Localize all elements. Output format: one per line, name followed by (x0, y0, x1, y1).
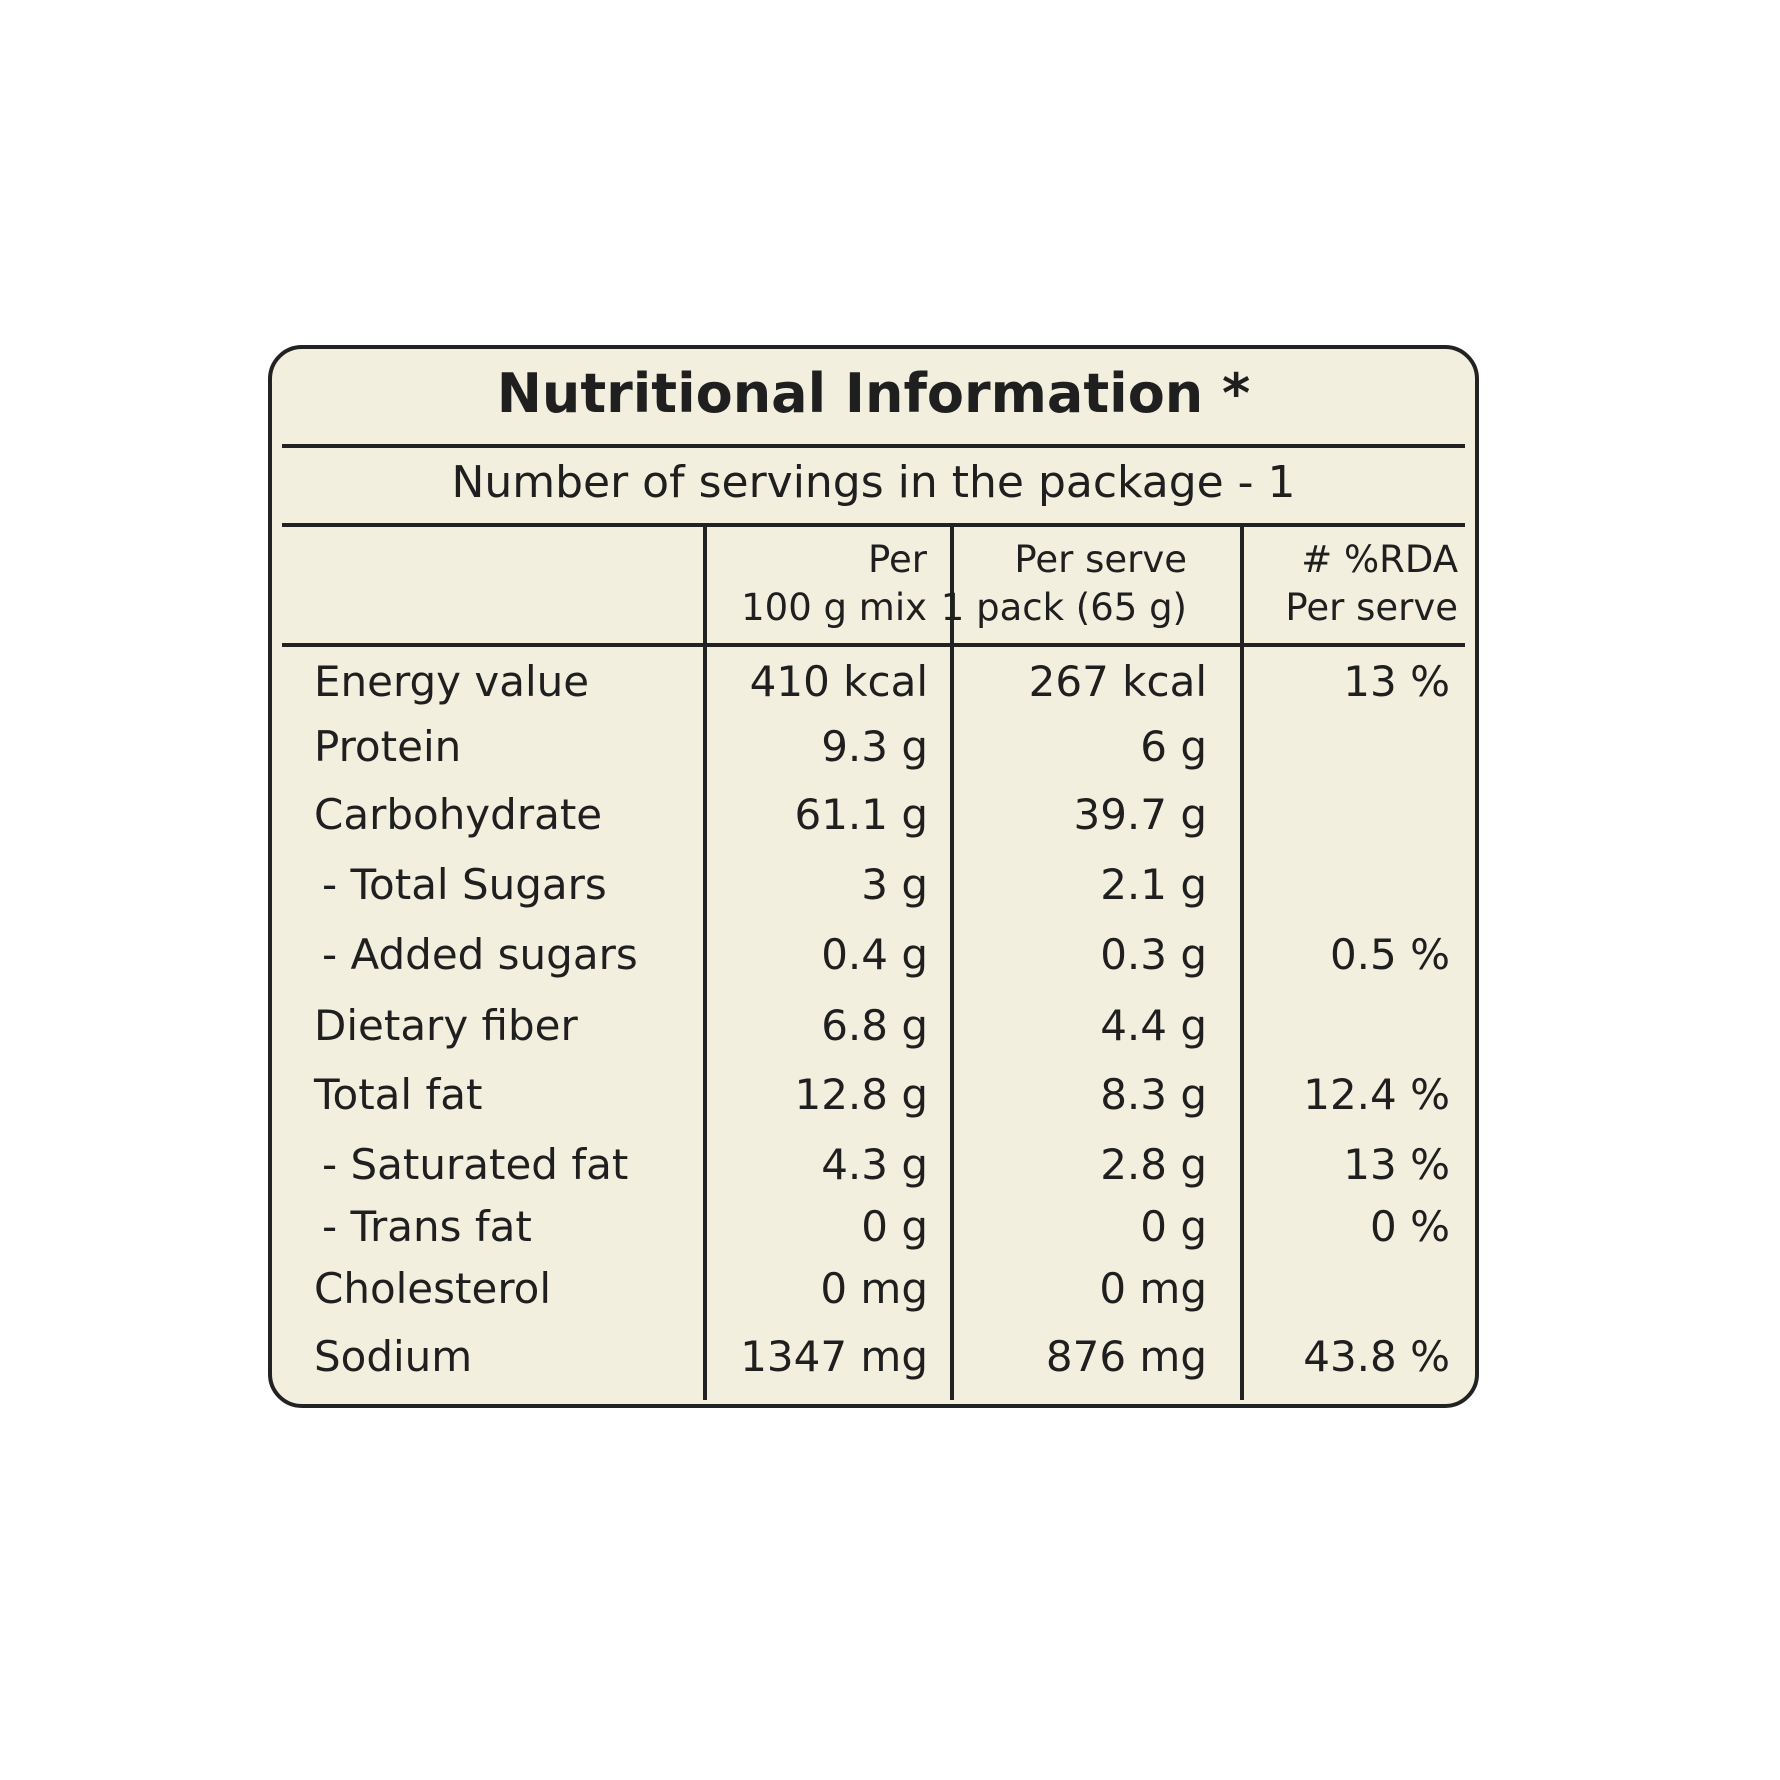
nutrient-value: 410 kcal (749, 657, 928, 706)
nutrient-value: 2.1 g (1100, 860, 1207, 909)
nutrient-value: 4.3 g (821, 1140, 928, 1189)
nutrient-value: 4.4 g (1100, 1001, 1207, 1050)
nutrient-name: Dietary fiber (314, 1001, 578, 1050)
nutrient-value: 0.3 g (1100, 930, 1207, 979)
nutrient-name: - Total Sugars (322, 860, 607, 909)
nutrient-name: - Added sugars (322, 930, 638, 979)
nutrient-value: 13 % (1343, 657, 1450, 706)
nutrient-name: Energy value (314, 657, 590, 706)
nutrient-value: 0 mg (820, 1264, 928, 1313)
column-header: 100 g mix (741, 586, 927, 629)
title: Nutritional Information * (496, 362, 1251, 425)
column-divider (950, 523, 954, 1400)
nutrition-label: Nutritional Information * Number of serv… (268, 345, 1479, 1408)
column-header: 1 pack (65 g) (940, 586, 1187, 629)
nutrient-value: 876 mg (1045, 1332, 1207, 1381)
nutrient-name: - Trans fat (322, 1202, 532, 1251)
nutrient-value: 12.4 % (1303, 1070, 1450, 1119)
nutrient-name: Cholesterol (314, 1264, 552, 1313)
nutrient-value: 13 % (1343, 1140, 1450, 1189)
nutrient-name: Sodium (314, 1332, 473, 1381)
divider (282, 444, 1465, 448)
nutrient-value: 61.1 g (794, 790, 928, 839)
nutrient-value: 0.5 % (1329, 930, 1450, 979)
column-header: # %RDA (1301, 538, 1458, 581)
nutrient-name: Total fat (314, 1070, 483, 1119)
column-divider (1240, 523, 1244, 1400)
nutrient-value: 0.4 g (821, 930, 928, 979)
column-header: Per serve (1285, 586, 1458, 629)
nutrient-value: 2.8 g (1100, 1140, 1207, 1189)
nutrient-value: 8.3 g (1100, 1070, 1207, 1119)
nutrient-value: 6 g (1140, 722, 1207, 771)
nutrient-value: 0 g (1140, 1202, 1207, 1251)
divider (282, 523, 1465, 527)
column-divider (703, 523, 707, 1400)
nutrient-name: Protein (314, 722, 462, 771)
nutrient-value: 1347 mg (740, 1332, 928, 1381)
nutrient-name: Carbohydrate (314, 790, 603, 839)
nutrient-value: 39.7 g (1073, 790, 1207, 839)
column-header: Per serve (1014, 538, 1187, 581)
servings: Number of servings in the package - 1 (451, 457, 1296, 508)
nutrient-value: 3 g (861, 860, 928, 909)
nutrient-value: 0 g (861, 1202, 928, 1251)
nutrient-value: 267 kcal (1028, 657, 1207, 706)
nutrient-name: - Saturated fat (322, 1140, 629, 1189)
nutrient-value: 0 % (1370, 1202, 1450, 1251)
nutrient-value: 9.3 g (821, 722, 928, 771)
nutrient-value: 43.8 % (1303, 1332, 1450, 1381)
nutrient-value: 0 mg (1099, 1264, 1207, 1313)
column-header: Per (868, 538, 927, 581)
divider (282, 643, 1465, 647)
nutrient-value: 12.8 g (794, 1070, 928, 1119)
nutrient-value: 6.8 g (821, 1001, 928, 1050)
